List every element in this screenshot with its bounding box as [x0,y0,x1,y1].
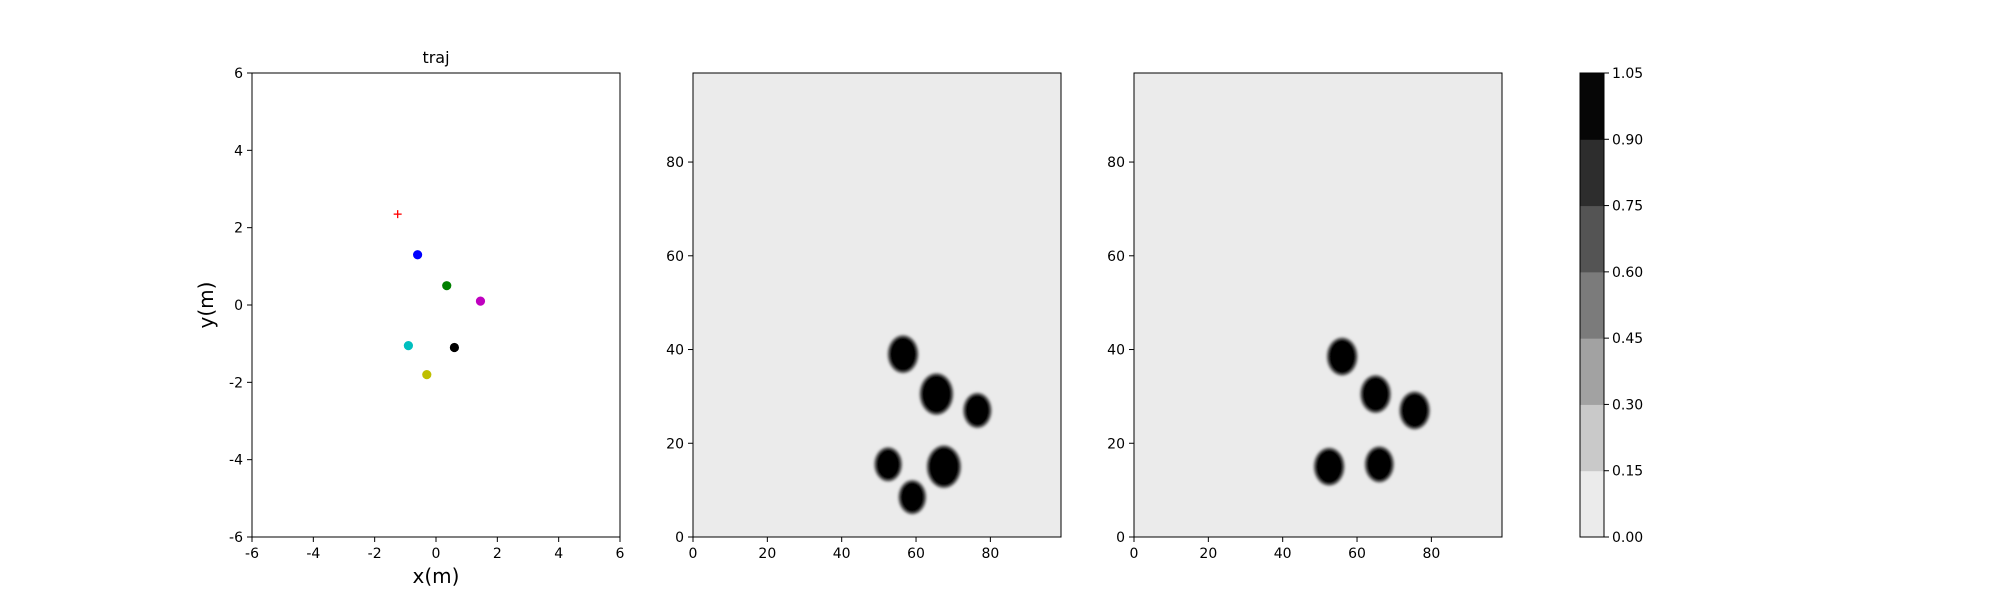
colorbar-tick-label: 0.90 [1612,132,1643,148]
colorbar-tick-label: 0.75 [1612,199,1643,215]
heatmap-2-x-ticks: 0 20 40 60 80 [1130,537,1440,562]
heatmap-2-blobs [1313,337,1431,487]
obstacle-blob [1364,445,1395,483]
obstacle-blob [919,372,954,416]
agent-point [413,250,423,260]
start-marker [393,210,402,219]
colorbar-band [1580,470,1604,538]
agent-point [449,342,459,353]
map2-x-tick-label: 60 [1348,546,1366,562]
map1-y-tick-label: 20 [666,436,684,452]
agent-point [422,370,432,380]
traj-title: traj [422,48,449,67]
map2-y-tick-label: 80 [1107,155,1125,171]
heatmap-1-frame [692,72,1062,538]
obstacle-blob [1399,391,1431,430]
agent-point [403,341,413,351]
map1-x-tick-label: 80 [981,546,999,562]
map2-y-tick-label: 40 [1107,343,1125,359]
heatmap-panel-1: 0 20 40 60 80 0 20 40 60 80 [666,72,1062,562]
obstacle-blob [1313,447,1345,487]
obstacle-blob [1359,374,1392,414]
traj-y-ticks: -6 -4 -2 0 2 4 6 [229,66,252,546]
map2-x-tick-label: 80 [1422,546,1440,562]
traj-plot-frame [251,72,621,538]
colorbar-tick-label: 1.05 [1612,66,1643,82]
heatmap-2-y-ticks: 0 20 40 60 80 [1107,155,1134,546]
map1-y-tick-label: 80 [666,155,684,171]
traj-x-tick-label: -6 [245,546,259,562]
traj-y-axis-label: y(m) [194,282,218,329]
obstacle-blob [1326,337,1358,376]
traj-y-tick-label: 2 [234,221,243,237]
heatmap-panel-2: 0 20 40 60 80 0 20 40 60 80 [1107,72,1503,562]
map2-y-tick-label: 20 [1107,436,1125,452]
heatmap-1-y-ticks: 0 20 40 60 80 [666,155,693,546]
map1-x-tick-label: 0 [689,546,698,562]
heatmap-1-x-ticks: 0 20 40 60 80 [689,537,999,562]
obstacle-blob [898,479,927,515]
colorbar: 0.00 0.15 0.30 0.45 0.60 0.75 0.90 1.05 [1579,66,1643,546]
traj-y-tick-label: 6 [234,66,243,82]
heatmap-2-frame [1133,72,1503,538]
obstacle-blob [926,445,962,489]
colorbar-tick-label: 0.15 [1612,464,1643,480]
colorbar-band [1580,404,1604,472]
colorbar-band [1580,139,1604,207]
colorbar-ticks: 0.00 0.15 0.30 0.45 0.60 0.75 0.90 1.05 [1604,66,1643,546]
traj-x-tick-label: 2 [493,546,502,562]
obstacle-blob [962,392,992,429]
traj-x-tick-label: 4 [554,546,563,562]
colorbar-tick-label: 0.00 [1612,530,1643,546]
colorbar-band [1580,205,1604,273]
map2-y-tick-label: 0 [1116,530,1125,546]
colorbar-tick-label: 0.60 [1612,265,1643,281]
traj-x-tick-label: -4 [306,546,320,562]
map2-x-tick-label: 20 [1199,546,1217,562]
map2-x-tick-label: 0 [1130,546,1139,562]
traj-y-tick-label: 4 [234,143,243,159]
agent-point [475,296,486,306]
traj-y-tick-label: -4 [229,453,243,469]
traj-points [393,210,486,380]
heatmap-1-blobs [874,334,992,515]
traj-x-tick-label: -2 [368,546,382,562]
colorbar-frame [1579,72,1605,538]
map1-x-tick-label: 20 [758,546,776,562]
map2-x-tick-label: 40 [1274,546,1292,562]
traj-y-tick-label: -6 [229,530,243,546]
colorbar-tick-label: 0.45 [1612,331,1643,347]
colorbar-band [1580,338,1604,405]
colorbar-tick-label: 0.30 [1612,397,1643,413]
colorbar-band [1580,271,1604,339]
traj-y-tick-label: -2 [229,375,243,391]
traj-y-tick-label: 0 [234,298,243,314]
map2-y-tick-label: 60 [1107,249,1125,265]
obstacle-blob [887,334,919,374]
traj-x-tick-label: 6 [616,546,625,562]
colorbar-band [1580,73,1604,140]
traj-x-tick-label: 0 [432,546,441,562]
map1-x-tick-label: 60 [907,546,925,562]
map1-y-tick-label: 0 [675,530,684,546]
obstacle-blob [874,446,903,482]
map1-y-tick-label: 40 [666,343,684,359]
map1-x-tick-label: 40 [833,546,851,562]
map1-y-tick-label: 60 [666,249,684,265]
agent-point [442,281,452,291]
colorbar-bands [1580,73,1604,538]
traj-scatter-panel: traj -6 -4 -2 0 2 4 6 -6 -4 -2 0 2 4 6 x(m) y(m) [194,48,625,588]
traj-x-ticks: -6 -4 -2 0 2 4 6 [245,537,625,562]
traj-x-axis-label: x(m) [413,564,460,588]
